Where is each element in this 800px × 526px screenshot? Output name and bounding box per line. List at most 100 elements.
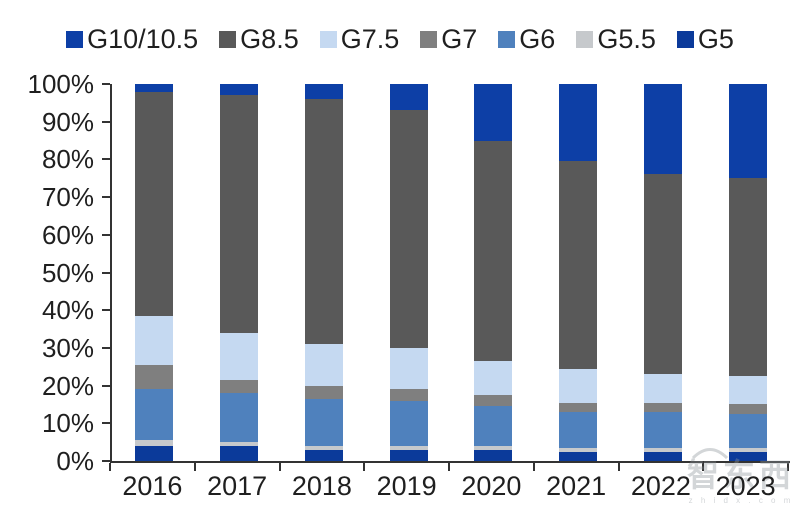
bars-row bbox=[112, 84, 790, 461]
y-tick-label: 30% bbox=[41, 332, 94, 363]
x-axis-labels: 2016 2017 2018 2019 2020 2021 2022 2023 bbox=[110, 471, 788, 502]
x-tick-mark bbox=[617, 463, 620, 471]
y-tick-mark bbox=[102, 271, 110, 274]
y-tick-mark bbox=[102, 196, 110, 199]
bar-segment-G8.5 bbox=[474, 140, 513, 362]
bar-segment-G7.5 bbox=[728, 376, 767, 405]
legend-label: G8.5 bbox=[240, 24, 299, 54]
bar-segment-G10/10.5 bbox=[220, 84, 259, 96]
y-tick-label: 0% bbox=[56, 446, 94, 476]
y-axis-labels: 100% 90% 80% 70% 60% 50% 40% 30% 20% 10% 0% bbox=[0, 71, 100, 474]
bar-segment-G8.5 bbox=[559, 161, 598, 369]
bar-segment-G5.5 bbox=[135, 440, 174, 446]
bar-segment-G7.5 bbox=[220, 332, 259, 380]
bar-segment-G7.5 bbox=[559, 368, 598, 403]
legend-label: G5 bbox=[697, 24, 734, 54]
y-tick-mark bbox=[102, 460, 110, 462]
stacked-bar-2018 bbox=[304, 84, 343, 461]
y-tick-label: 40% bbox=[41, 295, 94, 326]
bar-segment-G5 bbox=[643, 451, 682, 461]
legend-item: G10/10.5 bbox=[66, 26, 198, 53]
bar-segment-G8.5 bbox=[728, 178, 767, 377]
bar-segment-G10/10.5 bbox=[474, 84, 513, 141]
y-tick-mark bbox=[102, 309, 110, 312]
y-tick-label: 10% bbox=[41, 408, 94, 439]
y-tick-label: 60% bbox=[41, 219, 94, 250]
y-tick-mark bbox=[102, 422, 110, 425]
bar-segment-G8.5 bbox=[643, 174, 682, 375]
stacked-bar-2021 bbox=[559, 84, 598, 461]
bar-segment-G7 bbox=[643, 402, 682, 412]
bar-segment-G6 bbox=[559, 411, 598, 448]
bar-segment-G5 bbox=[389, 449, 428, 461]
bar-segment-G7 bbox=[220, 379, 259, 394]
y-tick-label: 20% bbox=[41, 370, 94, 401]
legend-label: G10/10.5 bbox=[87, 24, 199, 54]
y-tick-mark bbox=[102, 346, 110, 349]
bar-segment-G7.5 bbox=[304, 344, 343, 386]
bar-segment-G6 bbox=[389, 400, 428, 446]
bar-segment-G8.5 bbox=[135, 91, 174, 316]
legend-item: G6 bbox=[498, 26, 555, 53]
legend-item: G8.5 bbox=[219, 26, 299, 53]
x-tick-label: 2018 bbox=[291, 471, 352, 501]
bar-cell bbox=[705, 84, 790, 461]
x-tick-label: 2020 bbox=[461, 471, 522, 501]
legend-swatch-icon bbox=[498, 31, 516, 48]
legend-swatch-icon bbox=[576, 31, 594, 48]
bar-segment-G5.5 bbox=[389, 445, 428, 450]
bar-segment-G5 bbox=[728, 451, 767, 461]
x-tick-mark bbox=[109, 463, 111, 471]
bar-segment-G8.5 bbox=[304, 99, 343, 345]
x-tick-label: 2021 bbox=[546, 471, 607, 501]
y-tick-label: 70% bbox=[41, 182, 94, 213]
bar-segment-G5 bbox=[135, 445, 174, 461]
bar-segment-G7 bbox=[474, 395, 513, 407]
legend-item: G7 bbox=[420, 26, 477, 53]
bar-segment-G7.5 bbox=[643, 374, 682, 403]
legend-item: G5 bbox=[676, 24, 734, 54]
bar-segment-G7.5 bbox=[389, 347, 428, 390]
y-tick-mark bbox=[102, 120, 110, 123]
chart-legend: G10/10.5 G8.5 G7.5 G7 G6 G5.5 G5 bbox=[0, 26, 800, 53]
x-tick-mark bbox=[363, 463, 366, 471]
bar-segment-G5 bbox=[220, 445, 259, 461]
bar-segment-G5 bbox=[559, 451, 598, 461]
x-tick-mark bbox=[787, 463, 789, 471]
x-tick-mark bbox=[278, 463, 281, 471]
bar-cell bbox=[366, 84, 451, 461]
bar-cell bbox=[112, 84, 197, 461]
bar-segment-G5.5 bbox=[643, 447, 682, 452]
stacked-bar-2022 bbox=[643, 84, 682, 461]
plot-area bbox=[110, 84, 790, 463]
x-tick-label: 2016 bbox=[122, 471, 183, 501]
bar-segment-G6 bbox=[474, 406, 513, 446]
x-tick-mark bbox=[448, 463, 450, 471]
legend-label: G6 bbox=[519, 24, 556, 54]
bar-segment-G7 bbox=[304, 385, 343, 399]
legend-swatch-icon bbox=[319, 31, 337, 48]
legend-label: G5.5 bbox=[597, 24, 656, 54]
legend-swatch-icon bbox=[219, 31, 237, 48]
x-tick-label: 2022 bbox=[630, 471, 691, 501]
y-tick-label: 80% bbox=[41, 144, 94, 175]
y-tick-mark bbox=[102, 158, 110, 161]
x-tick-label: 2017 bbox=[207, 471, 268, 501]
y-tick-mark bbox=[102, 233, 110, 236]
legend-label: G7.5 bbox=[340, 24, 400, 54]
bar-segment-G5.5 bbox=[728, 447, 767, 452]
bar-segment-G6 bbox=[220, 393, 259, 443]
x-tick-mark bbox=[702, 463, 705, 471]
bar-segment-G5.5 bbox=[474, 445, 513, 450]
y-tick-label: 90% bbox=[41, 106, 94, 137]
bar-segment-G10/10.5 bbox=[304, 84, 343, 100]
x-tick-mark bbox=[532, 463, 535, 471]
bar-segment-G5.5 bbox=[304, 445, 343, 450]
bar-segment-G8.5 bbox=[389, 110, 428, 348]
y-tick-mark bbox=[102, 384, 110, 387]
bar-segment-G5 bbox=[304, 449, 343, 461]
stacked-bar-2023 bbox=[728, 84, 767, 461]
bar-segment-G6 bbox=[135, 389, 174, 441]
bar-segment-G10/10.5 bbox=[728, 84, 767, 179]
legend-item: G7.5 bbox=[319, 24, 400, 54]
